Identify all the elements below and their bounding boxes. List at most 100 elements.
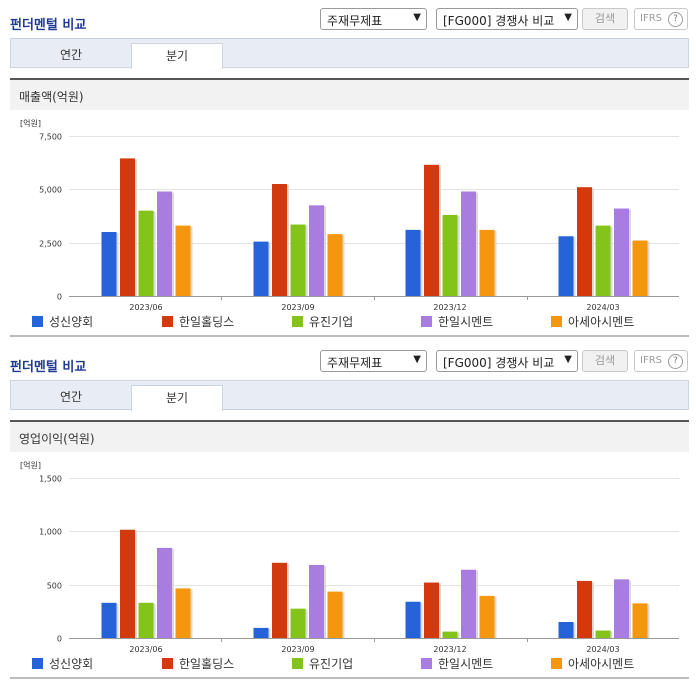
bar xyxy=(101,602,117,638)
legend-swatch xyxy=(421,316,432,327)
bar xyxy=(577,580,592,638)
y-unit-label: [억원] xyxy=(20,461,41,470)
legend-item[interactable]: 한일홀딩스 xyxy=(162,655,234,672)
legend-label: 아세아시멘트 xyxy=(568,315,635,329)
legend-item[interactable]: 유진기업 xyxy=(292,655,353,672)
metric-label: 영업이익(억원) xyxy=(19,432,95,446)
legend-swatch xyxy=(32,658,43,669)
legend-label: 성신양회 xyxy=(49,657,94,671)
legend-item[interactable]: 한일홀딩스 xyxy=(162,313,234,330)
bar xyxy=(632,240,648,296)
bar xyxy=(272,562,287,638)
legend-item[interactable]: 아세아시멘트 xyxy=(551,313,634,330)
bar xyxy=(309,205,324,296)
legend-item[interactable]: 한일시멘트 xyxy=(421,655,493,672)
chevron-down-icon: ▼ xyxy=(564,354,572,365)
search-button[interactable]: 검색 xyxy=(582,350,628,372)
bar xyxy=(424,582,439,638)
chevron-down-icon: ▼ xyxy=(413,354,421,365)
legend-label: 성신양회 xyxy=(49,315,94,329)
x-tick-label: 2023/09 xyxy=(281,645,314,654)
tab-annual[interactable]: 연간 xyxy=(59,390,83,404)
search-button[interactable]: 검색 xyxy=(582,8,628,30)
ifrs-help-button[interactable]: IFRS? xyxy=(634,350,688,372)
chevron-down-icon: ▼ xyxy=(413,12,421,23)
bar xyxy=(120,529,135,638)
bar xyxy=(138,602,154,638)
legend-swatch xyxy=(162,658,173,669)
section-header: 펀더멘털 비교 주재무제표 ▼ [FG000] 경쟁사 비교 ▼ 검색 IFRS? xyxy=(0,342,696,380)
bar xyxy=(424,164,439,296)
bar xyxy=(595,225,611,296)
section-divider xyxy=(10,677,689,679)
bar xyxy=(157,547,172,638)
legend-label: 아세아시멘트 xyxy=(568,657,635,671)
chart-legend: 성신양회 한일홀딩스 유진기업 한일시멘트 아세아시멘트 xyxy=(0,313,696,329)
legend-swatch xyxy=(551,658,562,669)
legend-label: 유진기업 xyxy=(309,315,354,329)
x-tick-label: 2023/12 xyxy=(433,303,466,312)
bar xyxy=(327,591,343,638)
metric-label: 매출액(억원) xyxy=(19,90,84,104)
peer-group-select[interactable]: [FG000] 경쟁사 비교 ▼ xyxy=(436,8,578,30)
statement-type-select[interactable]: 주재무제표 ▼ xyxy=(320,350,427,372)
legend-swatch xyxy=(421,658,432,669)
y-unit-label: [억원] xyxy=(20,119,41,128)
legend-swatch xyxy=(32,316,43,327)
bar xyxy=(327,234,343,296)
section-header: 펀더멘털 비교 주재무제표 ▼ [FG000] 경쟁사 비교 ▼ 검색 IFRS? xyxy=(0,0,696,38)
x-tick-label: 2023/09 xyxy=(281,303,314,312)
y-tick-label: 1,000 xyxy=(39,528,62,537)
tab-quarterly[interactable]: 분기 xyxy=(131,385,223,411)
bar xyxy=(120,158,135,296)
bar xyxy=(272,184,287,296)
legend-item[interactable]: 유진기업 xyxy=(292,313,353,330)
section-divider xyxy=(10,335,689,337)
fundamental-section-operating-profit: 펀더멘털 비교 주재무제표 ▼ [FG000] 경쟁사 비교 ▼ 검색 IFRS? … xyxy=(0,342,696,470)
x-tick-label: 2023/12 xyxy=(433,645,466,654)
legend-item[interactable]: 한일시멘트 xyxy=(421,313,493,330)
bar xyxy=(577,187,592,296)
question-icon: ? xyxy=(668,354,683,369)
bar xyxy=(632,603,648,638)
legend-item[interactable]: 아세아시멘트 xyxy=(551,655,634,672)
x-tick-label: 2023/06 xyxy=(129,303,162,312)
bar xyxy=(253,241,269,296)
fundamental-section-sales: 펀더멘털 비교 주재무제표 ▼ [FG000] 경쟁사 비교 ▼ 검색 IFRS? … xyxy=(0,0,696,128)
bar xyxy=(479,595,495,638)
y-tick-label: 2,500 xyxy=(39,240,62,249)
legend-label: 한일시멘트 xyxy=(438,315,494,329)
bar xyxy=(175,225,191,296)
bar xyxy=(479,229,495,296)
metric-header: 매출액(억원) xyxy=(10,78,689,110)
legend-label: 한일시멘트 xyxy=(438,657,494,671)
legend-swatch xyxy=(292,316,303,327)
question-icon: ? xyxy=(668,12,683,27)
y-tick-label: 1,500 xyxy=(39,475,62,484)
bar xyxy=(253,627,269,638)
chevron-down-icon: ▼ xyxy=(564,12,572,23)
metric-header: 영업이익(억원) xyxy=(10,420,689,452)
legend-swatch xyxy=(551,316,562,327)
section-title: 펀더멘털 비교 xyxy=(10,360,87,375)
bar xyxy=(461,569,476,638)
legend-item[interactable]: 성신양회 xyxy=(32,655,93,672)
peer-group-select[interactable]: [FG000] 경쟁사 비교 ▼ xyxy=(436,350,578,372)
chart-legend: 성신양회 한일홀딩스 유진기업 한일시멘트 아세아시멘트 xyxy=(0,655,696,671)
bar xyxy=(101,232,117,296)
legend-label: 한일홀딩스 xyxy=(179,315,235,329)
tab-quarterly[interactable]: 분기 xyxy=(131,43,223,69)
bar xyxy=(138,210,154,296)
bar xyxy=(614,208,629,296)
bar xyxy=(461,191,476,296)
y-tick-label: 0 xyxy=(57,635,62,644)
legend-swatch xyxy=(162,316,173,327)
legend-item[interactable]: 성신양회 xyxy=(32,313,93,330)
tab-annual[interactable]: 연간 xyxy=(59,48,83,62)
bar xyxy=(290,608,306,638)
legend-swatch xyxy=(292,658,303,669)
statement-type-select[interactable]: 주재무제표 ▼ xyxy=(320,8,427,30)
ifrs-help-button[interactable]: IFRS? xyxy=(634,8,688,30)
x-tick-label: 2024/03 xyxy=(586,645,619,654)
